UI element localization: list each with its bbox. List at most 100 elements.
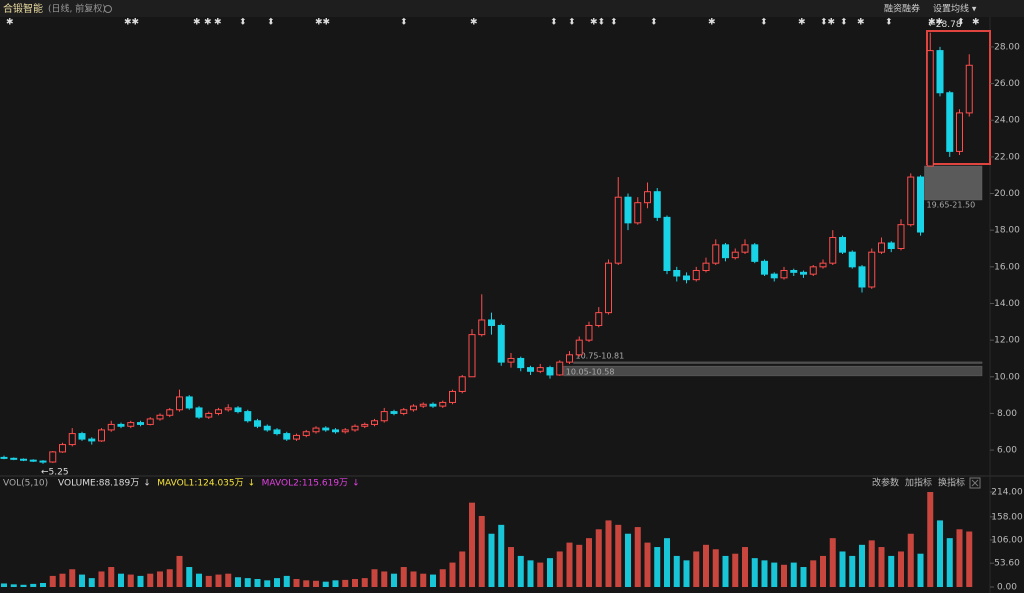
volume-bar (498, 524, 505, 587)
candle-body (78, 433, 86, 440)
toolbar-button[interactable]: 融资融券 (884, 3, 920, 15)
volume-bar (283, 575, 290, 587)
event-marker: ✱ (708, 18, 716, 28)
candle-body (224, 407, 232, 411)
candle-body (137, 422, 144, 425)
candle-body (692, 269, 700, 281)
volume-bar (839, 551, 846, 587)
candle-body (712, 244, 720, 264)
candle-body (887, 242, 895, 250)
event-marker: ✱ (193, 18, 201, 28)
volume-bar (391, 573, 397, 587)
event-marker: ⬍ (610, 18, 618, 28)
candle-body (127, 422, 135, 427)
candle-body (488, 319, 495, 326)
volume-bar (381, 571, 388, 587)
legend-entry: MAVOL1:124.035万 (157, 479, 243, 489)
candle-body (731, 251, 739, 259)
volume-bar (225, 573, 232, 587)
volume-bar (742, 547, 748, 587)
event-marker: ⬍ (840, 18, 848, 28)
candle-body (663, 216, 671, 271)
y-tick-label: 28.00 (994, 42, 1020, 52)
volume-bar (888, 555, 895, 587)
candle-body (741, 244, 749, 253)
candle-body (907, 176, 915, 226)
candle-body (770, 273, 778, 279)
volume-bar (751, 558, 758, 587)
top-bar (0, 0, 1024, 17)
candle-body (0, 456, 8, 459)
volume-bar (147, 573, 154, 587)
volume-bar (137, 575, 144, 587)
volume-bar (108, 567, 115, 587)
candle-body (527, 367, 534, 372)
candle-body (390, 411, 398, 414)
volume-bar (664, 538, 670, 587)
volume-bar (956, 529, 963, 587)
candle-body (878, 242, 885, 253)
candle-body (322, 427, 330, 431)
volume-bar (605, 520, 612, 587)
candle-body (536, 367, 544, 372)
candle-body (809, 266, 817, 275)
volume-bar (829, 538, 836, 587)
candle-body (761, 260, 768, 275)
candle-body (819, 262, 827, 268)
candle-body (341, 429, 349, 433)
volume-bar (166, 569, 173, 587)
candle-body (575, 339, 583, 356)
candle-body (829, 237, 837, 264)
event-marker: ⬍ (885, 18, 893, 28)
volume-bar (790, 562, 797, 587)
candle-body (410, 405, 417, 411)
y-tick-label: 18.00 (994, 226, 1020, 236)
candle-body (946, 92, 954, 152)
volume-bar (430, 574, 436, 587)
volume-bar (917, 553, 924, 587)
toolbar-button[interactable]: 设置均线 ▾ (933, 3, 977, 15)
volume-bar (781, 564, 787, 587)
trend-mark: ↓ (248, 479, 256, 489)
indicator-button[interactable]: 加指标 (905, 477, 932, 489)
candle-body (254, 420, 261, 427)
y-tick-label: 20.00 (994, 189, 1020, 199)
candle-body (917, 176, 924, 233)
candle-body (780, 269, 788, 279)
chart-mode: (日线, 前复权) (48, 3, 106, 15)
gap-label: 10.75-10.81 (576, 351, 625, 360)
volume-bar (634, 527, 641, 587)
candle-body (517, 357, 525, 369)
candle-body (956, 112, 963, 152)
candle-body (263, 425, 271, 431)
volume-bar (215, 574, 222, 587)
indicator-button[interactable]: 改参数 (872, 477, 899, 489)
close-button[interactable] (969, 477, 981, 489)
volume-bar (157, 571, 163, 587)
event-marker: ⬍ (760, 18, 768, 28)
settings-icon[interactable] (104, 5, 112, 13)
event-marker: ⬍ (568, 18, 576, 28)
candle-body (644, 191, 651, 204)
volume-bar (907, 533, 914, 587)
volume-bar (556, 551, 563, 587)
event-marker: ✱ (6, 18, 14, 28)
candle-body (195, 407, 203, 418)
candle-body (965, 64, 973, 114)
y-tick-label: 22.00 (994, 152, 1020, 162)
candle-body (507, 357, 515, 363)
stock-name: 合锻智能 (3, 2, 43, 15)
candle-body (634, 202, 642, 224)
candle-body (39, 460, 47, 463)
candle-body (449, 390, 456, 403)
candle-body (107, 423, 115, 431)
candle-body (29, 459, 37, 462)
indicator-button[interactable]: 换指标 (938, 477, 965, 489)
volume-bar (576, 544, 583, 587)
volume-bar (703, 544, 709, 587)
candle-body (302, 431, 310, 436)
volume-bar (625, 533, 631, 587)
y-tick-label: 16.00 (994, 262, 1020, 272)
event-marker: ✱⬍ (590, 18, 605, 28)
